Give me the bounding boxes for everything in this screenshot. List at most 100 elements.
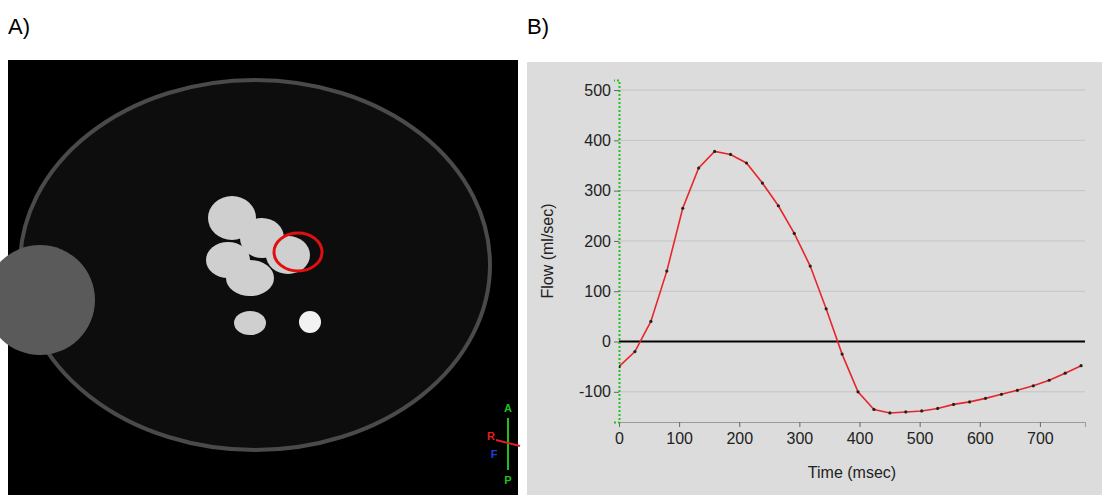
x-axis: 0 100 200 300 400 500 600 700 (615, 422, 1085, 447)
data-point (856, 390, 859, 393)
data-point (793, 232, 796, 235)
x-tick: 500 (907, 422, 934, 447)
data-point (840, 353, 843, 356)
data-point (777, 204, 780, 207)
flow-line (619, 151, 1081, 413)
orientation-label: F (491, 448, 498, 460)
orientation-label: P (504, 474, 511, 486)
grid-line (619, 240, 1085, 241)
x-tick: 200 (726, 422, 753, 447)
data-point (904, 410, 907, 413)
data-point (888, 411, 891, 414)
x-tick: 100 (666, 422, 693, 447)
x-tick-label: 500 (907, 430, 934, 447)
data-point (952, 403, 955, 406)
y-tick: 400 (584, 132, 619, 149)
y-tick-mark (614, 140, 619, 141)
panel-letter: A) (8, 14, 30, 39)
data-point (697, 166, 700, 169)
y-tick-mark (614, 90, 619, 91)
data-point (681, 207, 684, 210)
grid-line (619, 291, 1085, 292)
data-point (809, 264, 812, 267)
y-axis: -100 0 100 200 300 400 500 (579, 81, 620, 423)
data-point (1048, 379, 1051, 382)
data-point (1016, 389, 1019, 392)
x-tick: 700 (1027, 422, 1054, 447)
data-point (968, 400, 971, 403)
data-point (1032, 384, 1035, 387)
y-tick-label: -100 (579, 383, 611, 400)
data-point (633, 350, 636, 353)
orientation-label: A (504, 402, 512, 414)
data-point (984, 397, 987, 400)
y-tick: 200 (584, 233, 619, 250)
y-tick-label: 500 (584, 82, 611, 99)
plot-marks (619, 150, 1083, 415)
data-point (761, 182, 764, 185)
data-point (872, 408, 875, 411)
orientation-axis (496, 440, 520, 446)
data-point (825, 307, 828, 310)
data-point (665, 270, 668, 273)
y-tick-label: 100 (584, 283, 611, 300)
vessel (226, 260, 274, 296)
data-point (619, 365, 621, 368)
x-tick-label: 400 (847, 430, 874, 447)
x-tick: 600 (967, 422, 994, 447)
grid (619, 90, 1085, 392)
y-tick-label: 0 (602, 333, 611, 350)
y-tick: 500 (584, 82, 619, 99)
x-tick-label: 300 (787, 430, 814, 447)
x-tick-mark (799, 422, 800, 427)
y-axis-title: Flow (ml/sec) (539, 203, 556, 298)
y-tick: 300 (584, 182, 619, 199)
panel-a: A RF P (0, 60, 520, 495)
x-tick-label: 100 (666, 430, 693, 447)
x-tick-mark (980, 422, 981, 427)
data-point (649, 320, 652, 323)
x-axis-title: Time (msec) (808, 464, 896, 481)
y-tick-label: 200 (584, 233, 611, 250)
data-point (1064, 372, 1067, 375)
y-tick-mark (614, 342, 619, 343)
x-tick: 0 (615, 422, 624, 447)
aorta (299, 311, 321, 333)
y-tick: 100 (584, 283, 619, 300)
x-tick-mark (920, 422, 921, 427)
x-tick-label: 600 (967, 430, 994, 447)
zero-line (619, 341, 1085, 343)
x-tick-mark (1040, 422, 1041, 427)
grid-line (619, 140, 1085, 141)
x-tick: 300 (787, 422, 814, 447)
data-point (729, 153, 732, 156)
y-tick-mark (614, 191, 619, 192)
x-axis-line (620, 423, 1086, 428)
y-tick-label: 400 (584, 132, 611, 149)
data-point (936, 407, 939, 410)
region-of-interest (274, 233, 322, 271)
chart-background (527, 62, 1102, 495)
figure: ARFPA)B)0100200300400500600700-100010020… (0, 0, 1106, 497)
x-tick-mark (739, 422, 740, 427)
grid-line (619, 90, 1085, 91)
data-point (1000, 393, 1003, 396)
panel-b: 0 100 200 300 400 500 600 700 -100 0 100 200 300 400 5… (527, 62, 1102, 495)
vessel (234, 311, 266, 335)
y-tick: 0 (602, 333, 619, 350)
y-tick: -100 (579, 383, 619, 400)
data-point (920, 409, 923, 412)
y-tick-mark (614, 392, 619, 393)
x-tick-label: 0 (615, 430, 624, 447)
x-tick-mark (679, 422, 680, 427)
data-point (745, 161, 748, 164)
y-tick-mark (614, 241, 619, 242)
y-axis-line (614, 81, 620, 423)
liver (0, 245, 95, 355)
data-point (1079, 364, 1082, 367)
orientation-label: R (487, 430, 495, 442)
y-tick-label: 300 (584, 182, 611, 199)
data-point (713, 150, 716, 153)
y-tick-mark (614, 291, 619, 292)
x-tick: 400 (847, 422, 874, 447)
